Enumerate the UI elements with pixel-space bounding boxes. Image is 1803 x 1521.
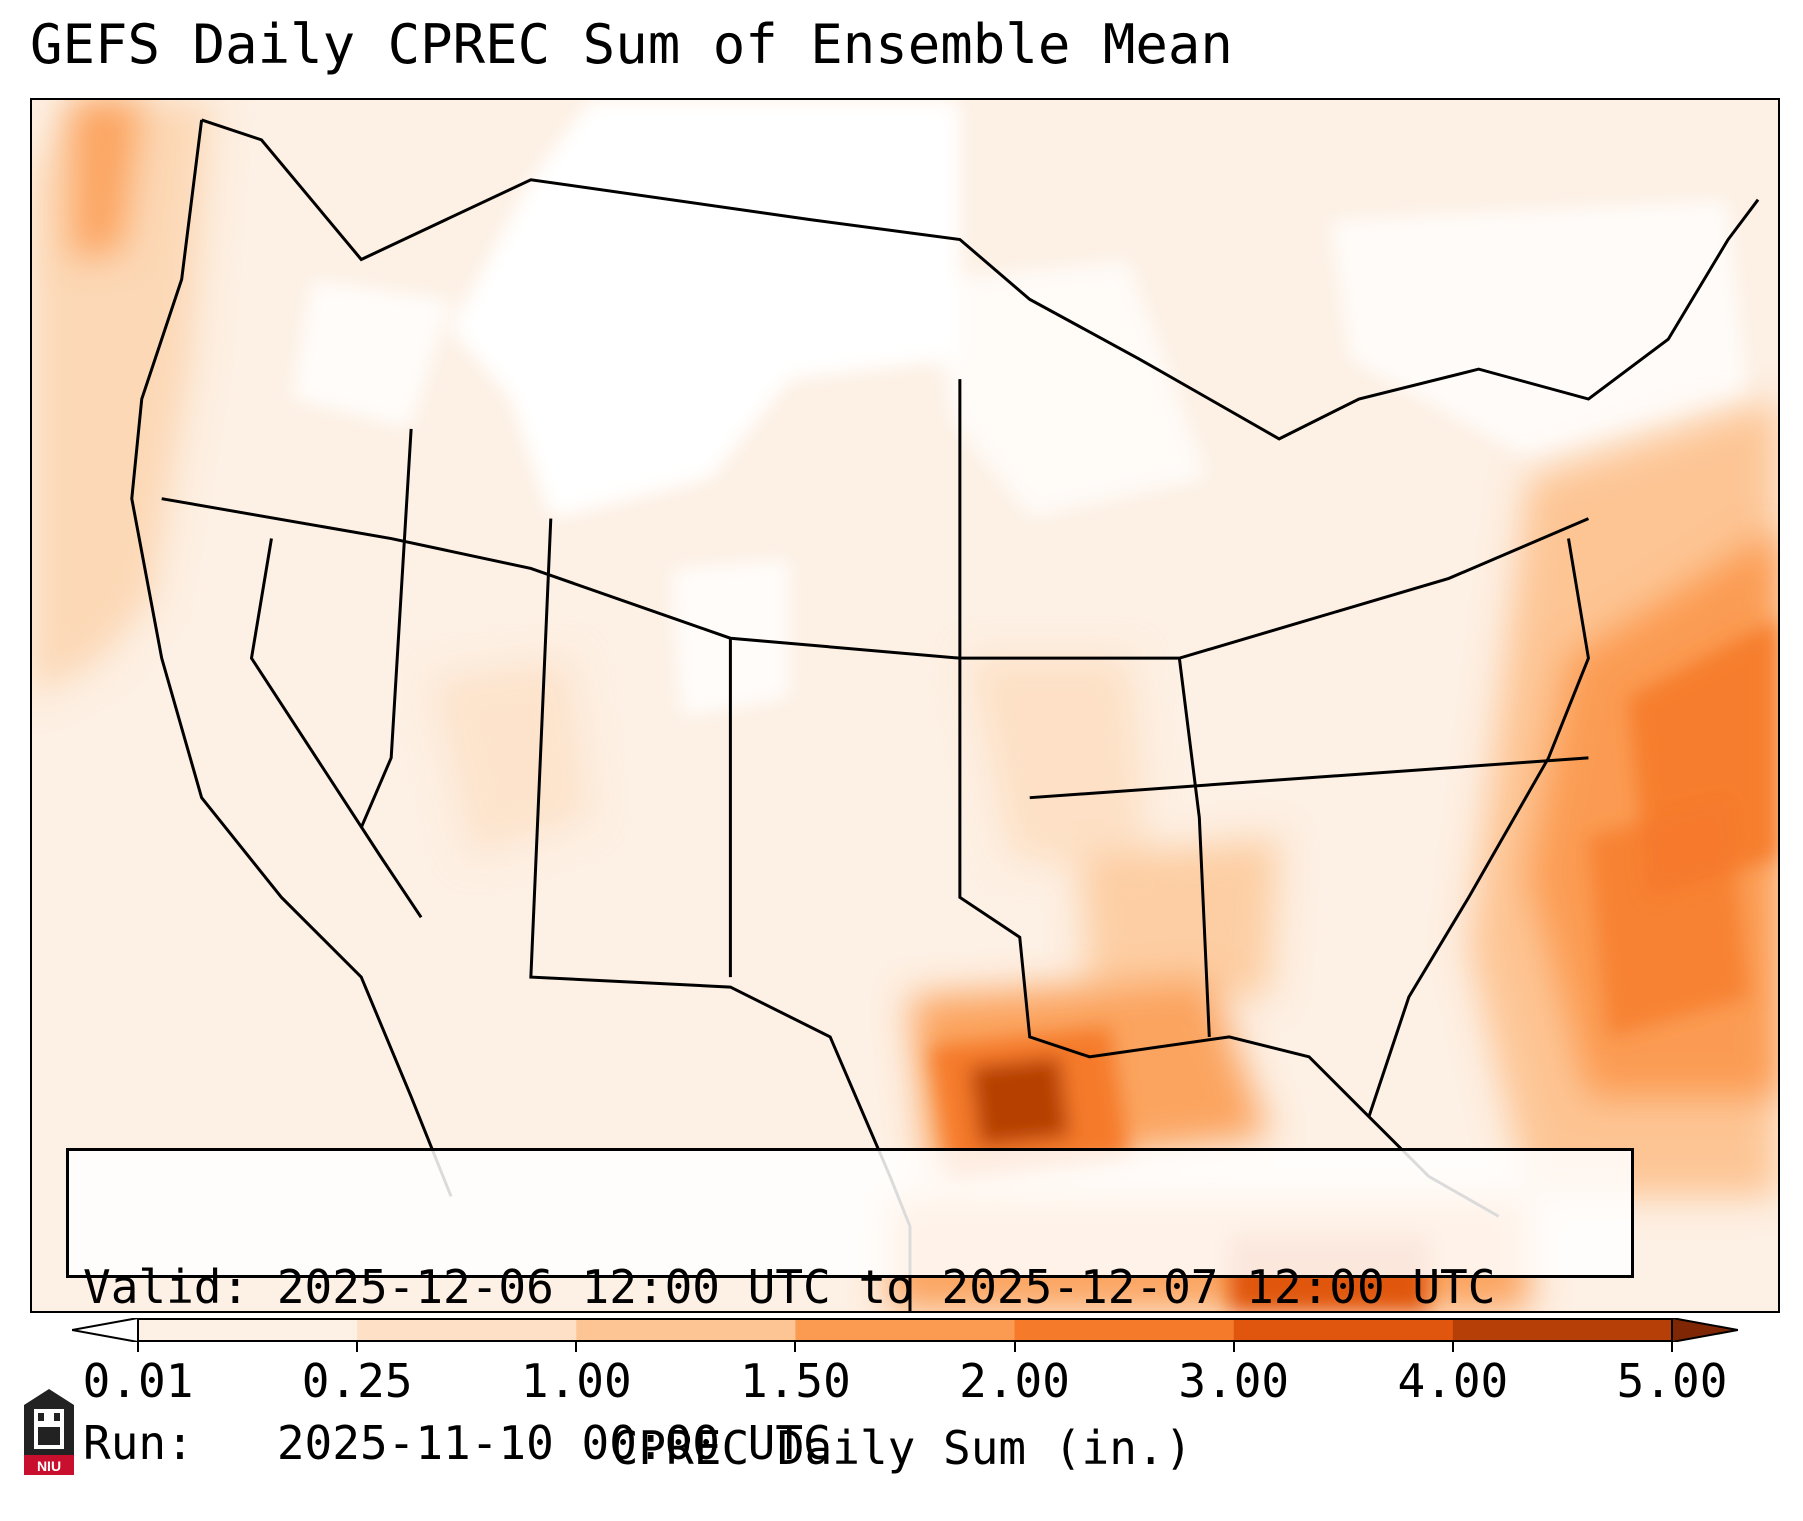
colorbar-tick-mark xyxy=(1013,1342,1016,1352)
colorbar xyxy=(72,1318,1738,1342)
colorbar-segment xyxy=(1014,1318,1235,1342)
logo-text: NIU xyxy=(37,1458,61,1474)
colorbar-border xyxy=(137,1318,1673,1342)
colorbar-extend-low xyxy=(72,1318,139,1342)
niu-logo: NIU xyxy=(24,1389,74,1475)
run-time-text: Run: 2025-11-10 00:00 UTC xyxy=(83,1416,831,1470)
colorbar-tick-label: 0.01 xyxy=(82,1354,194,1408)
colorbar-tick-label: 5.00 xyxy=(1616,1354,1728,1408)
colorbar-tick-label: 2.00 xyxy=(959,1354,1070,1408)
coastlines-and-borders xyxy=(130,118,1760,1311)
map-canvas xyxy=(32,100,1778,1311)
colorbar-tick-mark xyxy=(1671,1342,1673,1352)
colorbar-tick-label: 1.50 xyxy=(740,1354,851,1408)
colorbar-segment xyxy=(576,1318,796,1342)
colorbar-tick-label: 4.00 xyxy=(1397,1354,1509,1408)
colorbar-segment xyxy=(795,1318,1016,1342)
colorbar-tick-mark xyxy=(137,1342,139,1352)
colorbar-label: CPREC Daily Sum (in.) xyxy=(610,1421,1193,1475)
colorbar-segment xyxy=(1452,1318,1673,1342)
colorbar-tick-label: 1.00 xyxy=(520,1354,632,1408)
colorbar-segment xyxy=(138,1318,358,1342)
colorbar-segment xyxy=(1233,1318,1454,1342)
precipitation-map xyxy=(30,98,1780,1313)
colorbar-tick-mark xyxy=(794,1342,797,1352)
colorbar-tick-mark xyxy=(1451,1342,1454,1352)
colorbar-extend-high xyxy=(1671,1318,1738,1342)
colorbar-tick-mark xyxy=(1232,1342,1235,1352)
colorbar-svg xyxy=(72,1318,1738,1342)
colorbar-tick-mark xyxy=(575,1342,578,1352)
valid-run-info-box: Valid: 2025-12-06 12:00 UTC to 2025-12-0… xyxy=(66,1148,1634,1469)
colorbar-tick-label: 0.25 xyxy=(301,1354,413,1408)
valid-time-text: Valid: 2025-12-06 12:00 UTC to 2025-12-0… xyxy=(83,1260,1496,1314)
colorbar-tick-label: 3.00 xyxy=(1178,1354,1290,1408)
colorbar-segment xyxy=(357,1318,577,1342)
dry-regions xyxy=(291,100,1749,718)
heavy-precip-zones xyxy=(929,618,1778,1311)
map-title: GEFS Daily CPREC Sum of Ensemble Mean xyxy=(30,13,1233,76)
colorbar-tick-mark xyxy=(356,1342,359,1352)
